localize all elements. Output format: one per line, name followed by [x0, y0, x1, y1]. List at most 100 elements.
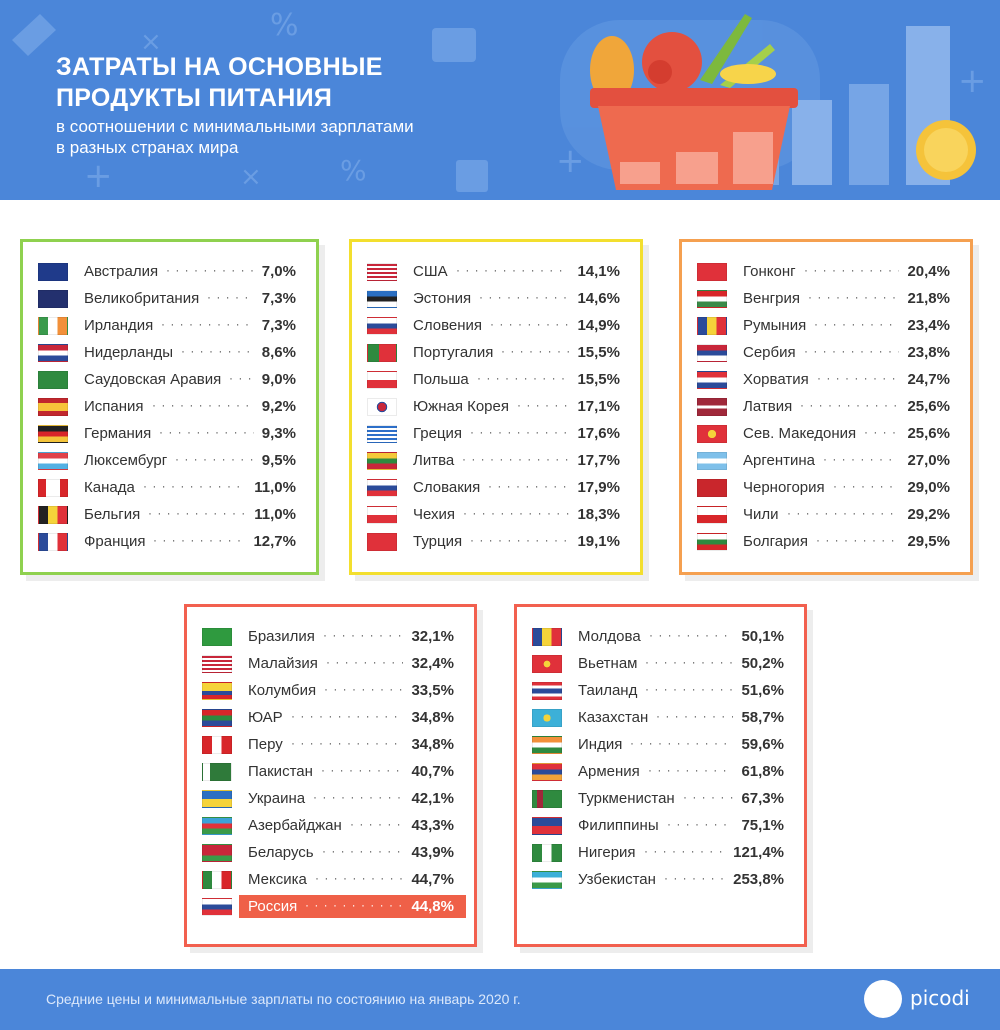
country-row: Таиланд 51,6% · · · · · · · · · · · · · · … — [517, 678, 804, 705]
country-name: Испания — [84, 398, 144, 415]
germany-flag-icon — [38, 425, 68, 443]
country-name: Латвия — [743, 398, 793, 415]
cost-percentage: 29,0% — [907, 479, 950, 496]
dot-leader: · · · · · · · · · · · · · · · · · · · · … — [645, 655, 733, 669]
country-name: Бельгия — [84, 506, 141, 523]
country-name: Великобритания — [84, 290, 200, 307]
dot-leader: · · · · · · · · · · · · · · · · · · · · … — [479, 290, 569, 304]
country-name: Казахстан — [578, 709, 649, 726]
svg-text:%: % — [270, 8, 299, 43]
slovakia-flag-icon — [367, 479, 397, 497]
country-name: Словакия — [413, 479, 481, 496]
lithuania-flag-icon — [367, 452, 397, 470]
cost-percentage: 15,5% — [577, 344, 620, 361]
country-name: Аргентина — [743, 452, 815, 469]
country-name: Португалия — [413, 344, 494, 361]
thailand-flag-icon — [532, 682, 562, 700]
mexico-flag-icon — [202, 871, 232, 889]
country-row: Бельгия 11,0% · · · · · · · · · · · · · · … — [23, 502, 316, 529]
cost-percentage: 34,8% — [411, 736, 454, 753]
spain-flag-icon — [38, 398, 68, 416]
country-row: Литва 17,7% · · · · · · · · · · · · · · · … — [352, 448, 640, 475]
cost-percentage: 11,0% — [254, 506, 296, 523]
brazil-flag-icon — [202, 628, 232, 646]
country-name: Сербия — [743, 344, 796, 361]
country-row: Мексика 44,7% · · · · · · · · · · · · · · … — [187, 867, 474, 894]
dot-leader: · · · · · · · · · · · · · · · · · · · · … — [800, 398, 899, 412]
country-row: Румыния 23,4% · · · · · · · · · · · · · · … — [682, 313, 970, 340]
dot-leader: · · · · · · · · · · · · · · · · · · · · … — [517, 398, 569, 412]
dot-leader: · · · · · · · · · · · · · · · · · · · · … — [470, 533, 569, 547]
cost-percentage: 9,0% — [261, 371, 296, 388]
cost-percentage: 44,8% — [411, 898, 454, 915]
pakistan-flag-icon — [202, 763, 232, 781]
svg-text:+: + — [556, 141, 585, 181]
country-row: Словения 14,9% · · · · · · · · · · · · · ·… — [352, 313, 640, 340]
country-name: Болгария — [743, 533, 808, 550]
country-name: Бразилия — [248, 628, 315, 645]
country-row: Бразилия 32,1% · · · · · · · · · · · · · ·… — [187, 624, 474, 651]
country-name: Венгрия — [743, 290, 800, 307]
country-name: Нидерланды — [84, 344, 174, 361]
country-name: Россия — [248, 898, 298, 915]
cost-percentage: 21,8% — [907, 290, 950, 307]
country-row: Южная Корея 17,1% · · · · · · · · · · · · … — [352, 394, 640, 421]
country-list: Молдова 50,1% · · · · · · · · · · · · · · … — [517, 624, 804, 894]
dot-leader: · · · · · · · · · · · · · · · · · · · · … — [470, 425, 569, 439]
country-row: Чехия 18,3% · · · · · · · · · · · · · · · … — [352, 502, 640, 529]
country-row: Венгрия 21,8% · · · · · · · · · · · · · · … — [682, 286, 970, 313]
country-row: Туркменистан 67,3% · · · · · · · · · · · ·… — [517, 786, 804, 813]
czechia-flag-icon — [367, 506, 397, 524]
country-name: США — [413, 263, 448, 280]
country-row: Австралия 7,0% · · · · · · · · · · · · · ·… — [23, 259, 316, 286]
cost-percentage: 75,1% — [741, 817, 784, 834]
netherlands-flag-icon — [38, 344, 68, 362]
dot-leader: · · · · · · · · · · · · · · · · · · · · … — [817, 371, 899, 385]
cost-percentage: 42,1% — [411, 790, 454, 807]
cost-percentage: 29,5% — [907, 533, 950, 550]
cost-percentage: 17,1% — [577, 398, 620, 415]
cost-percentage: 43,9% — [411, 844, 454, 861]
dot-leader: · · · · · · · · · · · · · · · · · · · · … — [148, 506, 246, 520]
cost-percentage: 40,7% — [411, 763, 454, 780]
dot-leader: · · · · · · · · · · · · · · · · · · · · … — [321, 763, 403, 777]
philippines-flag-icon — [532, 817, 562, 835]
ireland-flag-icon — [38, 317, 68, 335]
country-row: Малайзия 32,4% · · · · · · · · · · · · · ·… — [187, 651, 474, 678]
svg-text:×: × — [240, 162, 262, 192]
cost-percentage: 67,3% — [741, 790, 784, 807]
dot-leader: · · · · · · · · · · · · · · · · · · · · … — [864, 425, 899, 439]
cost-percentage: 14,1% — [577, 263, 620, 280]
cost-percentage: 17,7% — [577, 452, 620, 469]
estonia-flag-icon — [367, 290, 397, 308]
country-name: Индия — [578, 736, 623, 753]
country-row: Чили 29,2% · · · · · · · · · · · · · · · ·… — [682, 502, 970, 529]
country-name: Греция — [413, 425, 463, 442]
dot-leader: · · · · · · · · · · · · · · · · · · · · … — [326, 655, 403, 669]
belgium-flag-icon — [38, 506, 68, 524]
hongkong-flag-icon — [697, 263, 727, 281]
dot-leader: · · · · · · · · · · · · · · · · · · · · … — [175, 452, 254, 466]
country-row: Португалия 15,5% · · · · · · · · · · · · ·… — [352, 340, 640, 367]
country-name: Австралия — [84, 263, 159, 280]
india-flag-icon — [532, 736, 562, 754]
country-row: Гонконг 20,4% · · · · · · · · · · · · · · … — [682, 259, 970, 286]
dot-leader: · · · · · · · · · · · · · · · · · · · · … — [291, 736, 403, 750]
cost-percentage: 9,3% — [261, 425, 296, 442]
cost-percentage: 9,2% — [261, 398, 296, 415]
poland-flag-icon — [367, 371, 397, 389]
dot-leader: · · · · · · · · · · · · · · · · · · · · … — [152, 398, 254, 412]
food-basket-icon — [590, 14, 798, 190]
country-row: Узбекистан 253,8% · · · · · · · · · · · · … — [517, 867, 804, 894]
cost-percentage: 7,3% — [261, 290, 296, 307]
moldova-flag-icon — [532, 628, 562, 646]
cost-percentage: 43,3% — [411, 817, 454, 834]
greece-flag-icon — [367, 425, 397, 443]
portugal-flag-icon — [367, 344, 397, 362]
cost-percentage: 59,6% — [741, 736, 784, 753]
cost-percentage: 27,0% — [907, 452, 950, 469]
france-flag-icon — [38, 533, 68, 551]
cost-percentage: 7,0% — [261, 263, 296, 280]
dot-leader: · · · · · · · · · · · · · · · · · · · · … — [814, 317, 899, 331]
header-banner: % % × × + + + ЗАТРАТЫ НА ОСНОВНЫЕ ПРОДУК… — [0, 0, 1000, 200]
